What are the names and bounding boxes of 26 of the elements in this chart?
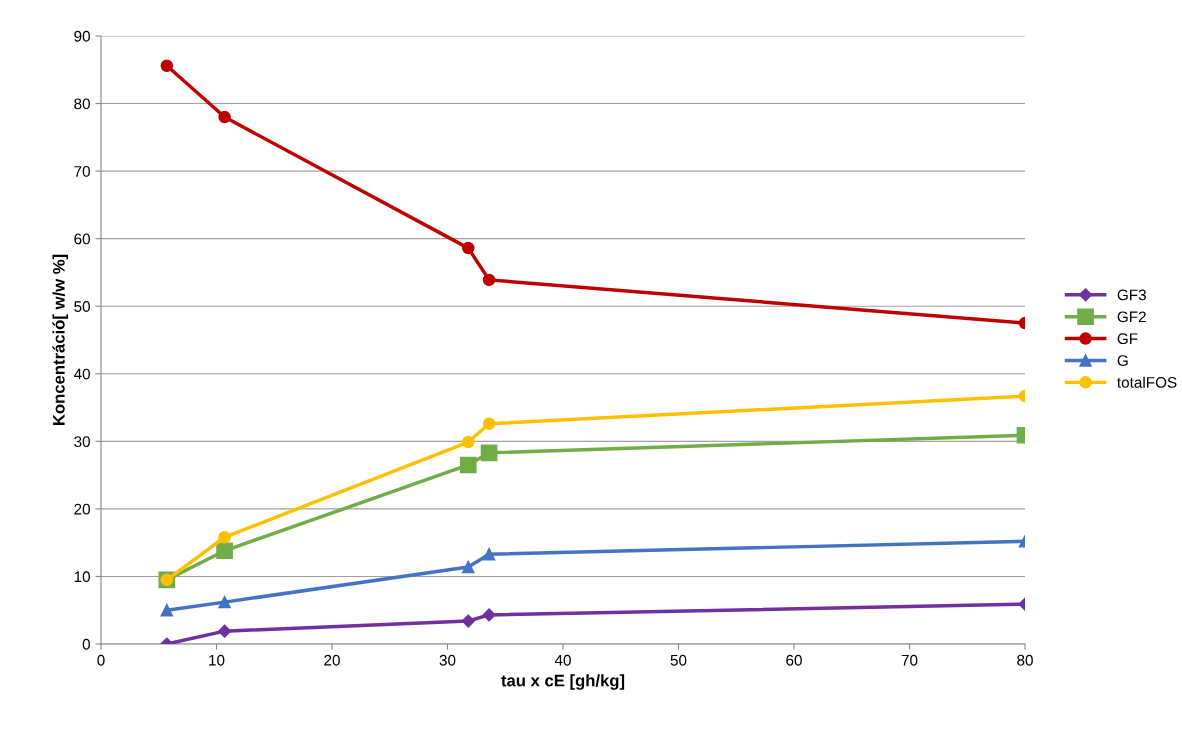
- x-axis-title: tau x cE [gh/kg]: [501, 674, 625, 690]
- y-tick-label: 70: [74, 165, 90, 177]
- x-tick-label: 30: [439, 654, 456, 666]
- y-tick-label: 50: [74, 301, 90, 312]
- x-tick-label: 80: [1017, 654, 1033, 666]
- x-tick-label: 0: [97, 654, 105, 666]
- x-tick-label: 60: [786, 654, 802, 666]
- y-tick-label: 0: [82, 638, 90, 650]
- y-tick-label: 80: [74, 98, 90, 110]
- x-tick-label: 70: [901, 654, 918, 666]
- legend-label: G: [1117, 355, 1128, 366]
- x-tick-label: 40: [554, 654, 571, 666]
- y-tick-label: 10: [74, 571, 90, 583]
- y-tick-label: 60: [74, 233, 90, 245]
- legend-label: totalFOS: [1117, 376, 1177, 388]
- y-tick-label: 20: [74, 503, 90, 515]
- y-tick-label: 40: [73, 368, 90, 380]
- y-axis-title: Koncentráció[ w/w %]: [52, 254, 69, 425]
- x-tick-label: 20: [324, 654, 340, 666]
- x-tick-label: 10: [209, 654, 225, 666]
- y-tick-label: 90: [74, 30, 90, 42]
- x-tick-label: 50: [670, 654, 687, 666]
- legend-label: GF2: [1117, 311, 1146, 323]
- legend-label: GF: [1117, 333, 1138, 345]
- legend-label: GF3: [1117, 289, 1146, 301]
- y-tick-label: 30: [74, 436, 90, 448]
